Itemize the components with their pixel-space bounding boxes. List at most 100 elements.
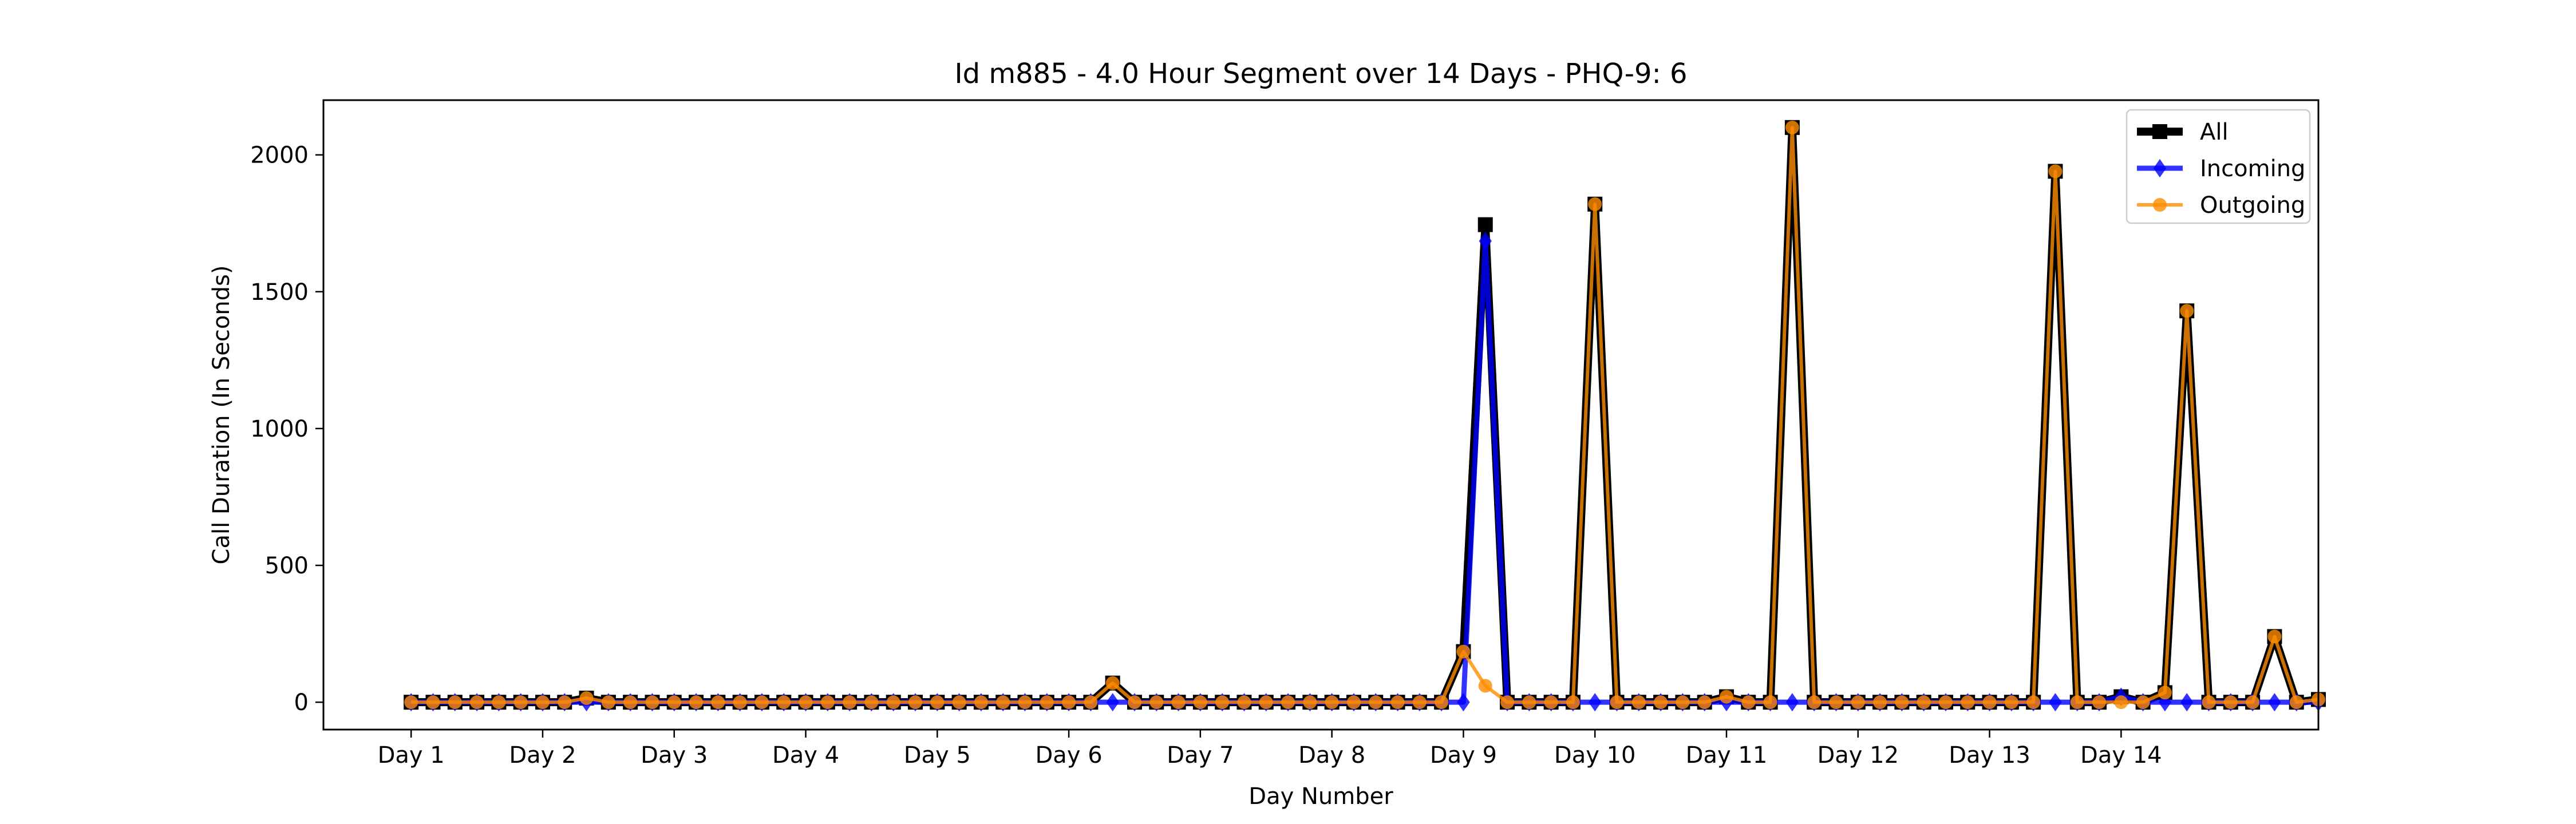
series-line-all bbox=[411, 123, 2319, 707]
data-point-outgoing bbox=[2004, 695, 2018, 710]
data-point-outgoing bbox=[820, 695, 835, 710]
data-point-outgoing bbox=[843, 695, 857, 710]
data-point-outgoing bbox=[1719, 690, 1733, 704]
data-point-outgoing bbox=[667, 695, 681, 710]
legend-label-all: All bbox=[2200, 119, 2229, 145]
data-point-outgoing bbox=[2246, 695, 2260, 710]
data-point-outgoing bbox=[1961, 695, 1975, 710]
legend-label-outgoing: Outgoing bbox=[2200, 192, 2305, 219]
x-tick-label: Day 8 bbox=[1298, 742, 1365, 768]
data-point-outgoing bbox=[1171, 695, 1186, 710]
data-point-outgoing bbox=[2092, 695, 2107, 710]
chart-title: Id m885 - 4.0 Hour Segment over 14 Days … bbox=[954, 58, 1687, 90]
data-point-outgoing bbox=[1369, 695, 1383, 710]
data-point-incoming bbox=[1106, 693, 1119, 712]
data-point-outgoing bbox=[908, 695, 923, 710]
y-tick-label: 500 bbox=[265, 553, 309, 579]
data-point-outgoing bbox=[558, 695, 572, 710]
data-point-outgoing bbox=[1303, 695, 1317, 710]
data-point-outgoing bbox=[1851, 695, 1865, 710]
data-point-outgoing bbox=[886, 695, 900, 710]
x-tick-label: Day 12 bbox=[1817, 742, 1899, 768]
data-point-outgoing bbox=[1522, 695, 1536, 710]
data-point-incoming bbox=[2180, 693, 2194, 712]
data-point-outgoing bbox=[754, 695, 769, 710]
data-point-outgoing bbox=[1631, 695, 1646, 710]
legend-marker-outgoing bbox=[2153, 198, 2167, 212]
data-point-outgoing bbox=[1566, 695, 1580, 710]
series-layer bbox=[404, 120, 2326, 712]
data-point-outgoing bbox=[1873, 695, 1887, 710]
x-tick-label: Day 10 bbox=[1554, 742, 1636, 768]
data-point-outgoing bbox=[1412, 695, 1427, 710]
data-point-outgoing bbox=[1259, 695, 1273, 710]
data-point-outgoing bbox=[1654, 695, 1668, 710]
data-point-outgoing bbox=[2026, 695, 2041, 710]
data-point-outgoing bbox=[2223, 695, 2238, 710]
data-point-incoming bbox=[2268, 693, 2281, 712]
data-point-outgoing bbox=[711, 695, 725, 710]
data-point-outgoing bbox=[1982, 695, 1997, 710]
data-point-outgoing bbox=[1127, 695, 1141, 710]
data-point-outgoing bbox=[470, 695, 484, 710]
data-point-outgoing bbox=[2114, 695, 2128, 710]
data-point-outgoing bbox=[1456, 644, 1471, 659]
legend-box bbox=[2125, 109, 2311, 224]
data-point-outgoing bbox=[513, 695, 528, 710]
data-point-outgoing bbox=[1390, 695, 1405, 710]
x-tick-label: Day 7 bbox=[1167, 742, 1234, 768]
data-point-incoming bbox=[1479, 232, 1492, 251]
data-point-outgoing bbox=[448, 695, 462, 710]
data-point-outgoing bbox=[1785, 120, 1799, 134]
data-point-outgoing bbox=[1040, 695, 1054, 710]
data-point-outgoing bbox=[2048, 164, 2063, 179]
data-point-outgoing bbox=[1544, 695, 1558, 710]
data-point-outgoing bbox=[733, 695, 747, 710]
data-point-incoming bbox=[1457, 693, 1470, 712]
data-point-outgoing bbox=[1193, 695, 1207, 710]
x-tick-label: Day 5 bbox=[904, 742, 971, 768]
legend: All Incoming Outgoing bbox=[2125, 109, 2311, 224]
x-tick-label: Day 11 bbox=[1686, 742, 1768, 768]
legend-label-incoming: Incoming bbox=[2200, 156, 2305, 182]
data-point-outgoing bbox=[1018, 695, 1032, 710]
data-point-outgoing bbox=[2158, 686, 2172, 700]
data-point-outgoing bbox=[930, 695, 945, 710]
data-point-outgoing bbox=[1610, 695, 1624, 710]
data-point-outgoing bbox=[1676, 695, 1690, 710]
y-axis-label: Call Duration (In Seconds) bbox=[208, 266, 235, 565]
data-point-outgoing bbox=[404, 695, 418, 710]
data-point-outgoing bbox=[1325, 695, 1339, 710]
data-point-outgoing bbox=[601, 695, 615, 710]
data-point-outgoing bbox=[1478, 679, 1492, 693]
data-point-outgoing bbox=[799, 695, 813, 710]
data-point-outgoing bbox=[1062, 695, 1076, 710]
data-point-outgoing bbox=[1697, 695, 1712, 710]
legend-marker-all bbox=[2152, 124, 2167, 139]
plot-frame bbox=[322, 99, 2320, 731]
data-point-outgoing bbox=[1435, 695, 1449, 710]
data-point-outgoing bbox=[689, 695, 704, 710]
series-outgoing bbox=[404, 120, 2325, 710]
data-point-outgoing bbox=[1215, 695, 1230, 710]
x-tick-label: Day 1 bbox=[378, 742, 445, 768]
data-point-outgoing bbox=[623, 695, 638, 710]
x-tick-label: Day 3 bbox=[641, 742, 708, 768]
y-tick-label: 1500 bbox=[250, 279, 309, 306]
data-point-outgoing bbox=[1346, 695, 1361, 710]
data-point-outgoing bbox=[864, 695, 879, 710]
data-point-incoming bbox=[1589, 693, 1602, 712]
x-tick-label: Day 9 bbox=[1430, 742, 1497, 768]
data-point-outgoing bbox=[1741, 695, 1756, 710]
data-point-outgoing bbox=[645, 695, 659, 710]
data-point-outgoing bbox=[1500, 695, 1515, 710]
data-point-outgoing bbox=[952, 695, 966, 710]
y-axis-ticks: 0 500 1000 1500 2000 bbox=[250, 142, 323, 716]
data-point-outgoing bbox=[996, 695, 1010, 710]
data-point-all bbox=[1477, 217, 1493, 232]
data-point-outgoing bbox=[1895, 695, 1909, 710]
x-axis-ticks: Day 1 Day 2 Day 3 Day 4 Day 5 Day 6 Day 7 Day 8… bbox=[378, 730, 2162, 768]
data-point-outgoing bbox=[1105, 676, 1120, 690]
data-point-outgoing bbox=[1917, 695, 1931, 710]
